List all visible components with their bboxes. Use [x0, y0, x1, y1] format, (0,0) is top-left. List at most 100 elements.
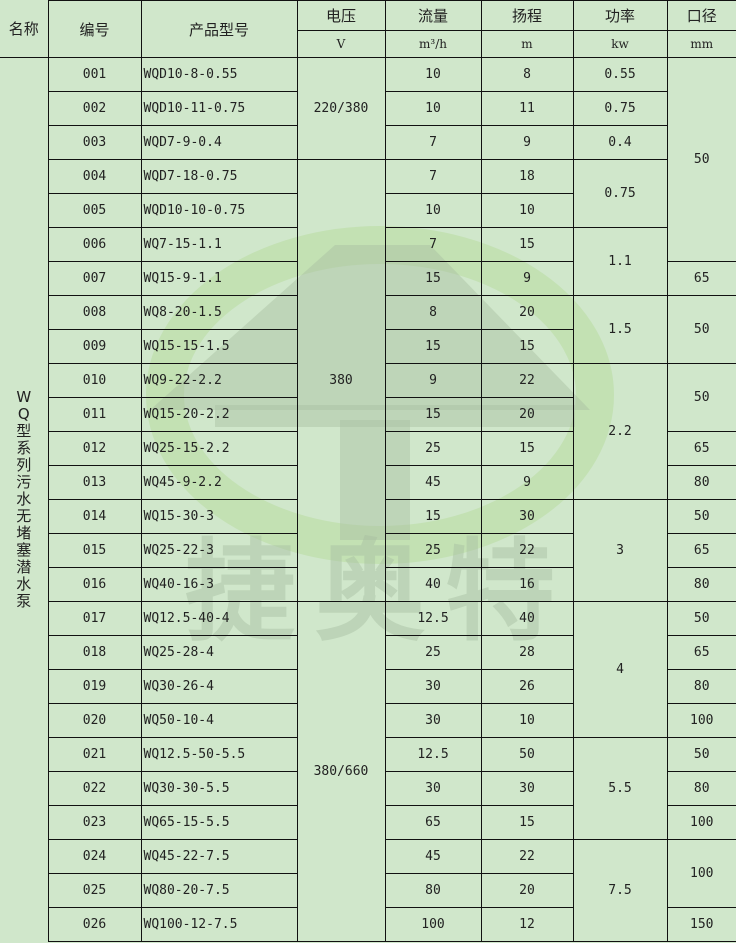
row-model: WQ12.5-50-5.5	[140, 737, 298, 772]
row-head: 15	[480, 227, 574, 262]
row-model: WQ25-28-4	[140, 635, 298, 670]
diameter-cell: 80	[666, 771, 736, 806]
diameter-cell: 80	[666, 465, 736, 500]
row-model: WQ30-30-5.5	[140, 771, 298, 806]
row-id: 026	[47, 907, 142, 942]
row-model: WQ65-15-5.5	[140, 805, 298, 840]
row-model: WQ45-9-2.2	[140, 465, 298, 500]
row-id: 007	[47, 261, 142, 296]
row-flow: 15	[384, 329, 482, 364]
row-flow: 15	[384, 397, 482, 432]
row-model: WQD10-11-0.75	[140, 91, 298, 126]
diameter-cell: 100	[666, 839, 736, 908]
unit-power: kw	[572, 30, 668, 58]
header-voltage: 电压	[296, 0, 386, 31]
table-row: 021 WQ12.5-50-5.5 12.5 50 5.5 50	[0, 737, 736, 840]
row-head: 30	[480, 499, 574, 534]
diameter-cell: 80	[666, 567, 736, 602]
row-head: 18	[480, 159, 574, 194]
table-row: 005 WQD10-10-0.75 10 10	[0, 193, 736, 228]
row-id: 005	[47, 193, 142, 228]
row-model: WQ15-15-1.5	[140, 329, 298, 364]
row-head: 22	[480, 533, 574, 568]
row-flow: 80	[384, 873, 482, 908]
voltage-cell: 380	[296, 159, 386, 602]
row-model: WQD7-9-0.4	[140, 125, 298, 160]
row-id: 016	[47, 567, 142, 602]
row-id: 009	[47, 329, 142, 364]
row-id: 019	[47, 669, 142, 704]
row-flow: 15	[384, 261, 482, 296]
row-model: WQD7-18-0.75	[140, 159, 298, 194]
row-flow: 30	[384, 703, 482, 738]
diameter-cell: 150	[666, 907, 736, 942]
power-cell: 4	[572, 601, 668, 738]
row-head: 20	[480, 873, 574, 908]
row-id: 023	[47, 805, 142, 840]
header-id: 编号	[47, 0, 142, 58]
row-head: 20	[480, 295, 574, 330]
row-head: 15	[480, 805, 574, 840]
row-id: 021	[47, 737, 142, 772]
row-head: 22	[480, 363, 574, 398]
table-row: 023 WQ65-15-5.5 65 15 100	[0, 805, 736, 840]
row-head: 12	[480, 907, 574, 942]
row-model: WQ50-10-4	[140, 703, 298, 738]
series-name: WQ型系列污水无堵塞潜水泵	[16, 388, 32, 611]
power-cell: 0.55	[572, 57, 668, 92]
table-body: WQ型系列污水无堵塞潜水泵 001 WQD10-8-0.55 220/380 10 8 0.…	[0, 57, 736, 942]
table-row: 022 WQ30-30-5.5 30 30 80	[0, 771, 736, 806]
row-model: WQ30-26-4	[140, 669, 298, 704]
row-id: 008	[47, 295, 142, 330]
row-flow: 8	[384, 295, 482, 330]
row-id: 015	[47, 533, 142, 568]
table-row: WQ型系列污水无堵塞潜水泵 001 WQD10-8-0.55 220/380 10 8 0.…	[0, 57, 736, 942]
row-flow: 15	[384, 499, 482, 534]
row-id: 018	[47, 635, 142, 670]
diameter-cell: 50	[666, 57, 736, 262]
row-id: 020	[47, 703, 142, 738]
diameter-cell: 100	[666, 703, 736, 738]
row-model: WQD10-10-0.75	[140, 193, 298, 228]
row-model: WQ7-15-1.1	[140, 227, 298, 262]
table-row: 025 WQ80-20-7.5 80 20	[0, 873, 736, 908]
diameter-cell: 65	[666, 533, 736, 568]
table-row: 012 WQ25-15-2.2 25 15 65	[0, 431, 736, 466]
row-flow: 12.5	[384, 737, 482, 772]
row-head: 15	[480, 431, 574, 466]
row-flow: 7	[384, 227, 482, 262]
row-flow: 45	[384, 839, 482, 874]
row-model: WQ12.5-40-4	[140, 601, 298, 636]
power-cell: 0.4	[572, 125, 668, 160]
row-head: 50	[480, 737, 574, 772]
row-model: WQ25-22-3	[140, 533, 298, 568]
row-head: 9	[480, 465, 574, 500]
power-cell: 1.1	[572, 227, 668, 296]
row-flow: 9	[384, 363, 482, 398]
power-cell: 3	[572, 499, 668, 602]
row-id: 010	[47, 363, 142, 398]
table-row: 018 WQ25-28-4 25 28 65	[0, 635, 736, 670]
table-row: 007 WQ15-9-1.1 15 9 65	[0, 261, 736, 296]
row-model: WQ25-15-2.2	[140, 431, 298, 466]
diameter-cell: 65	[666, 431, 736, 466]
row-id: 013	[47, 465, 142, 500]
unit-flow: m³/h	[384, 30, 482, 58]
row-flow: 100	[384, 907, 482, 942]
power-cell: 0.75	[572, 159, 668, 228]
row-head: 20	[480, 397, 574, 432]
header-name: 名称	[0, 0, 49, 58]
row-id: 014	[47, 499, 142, 534]
row-flow: 25	[384, 431, 482, 466]
header-flow: 流量	[384, 0, 482, 31]
row-id: 006	[47, 227, 142, 262]
row-id: 025	[47, 873, 142, 908]
table-row: 009 WQ15-15-1.5 15 15	[0, 329, 736, 364]
power-cell: 0.75	[572, 91, 668, 126]
table-row: 026 WQ100-12-7.5 100 12 150	[0, 907, 736, 942]
unit-head: m	[480, 30, 574, 58]
series-name-cell: WQ型系列污水无堵塞潜水泵	[0, 57, 49, 942]
diameter-cell: 65	[666, 635, 736, 670]
voltage-cell: 220/380	[296, 57, 386, 160]
